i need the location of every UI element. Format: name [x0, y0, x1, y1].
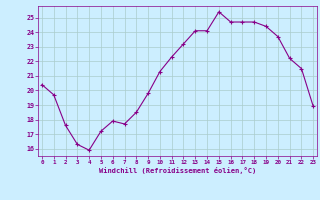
- X-axis label: Windchill (Refroidissement éolien,°C): Windchill (Refroidissement éolien,°C): [99, 167, 256, 174]
